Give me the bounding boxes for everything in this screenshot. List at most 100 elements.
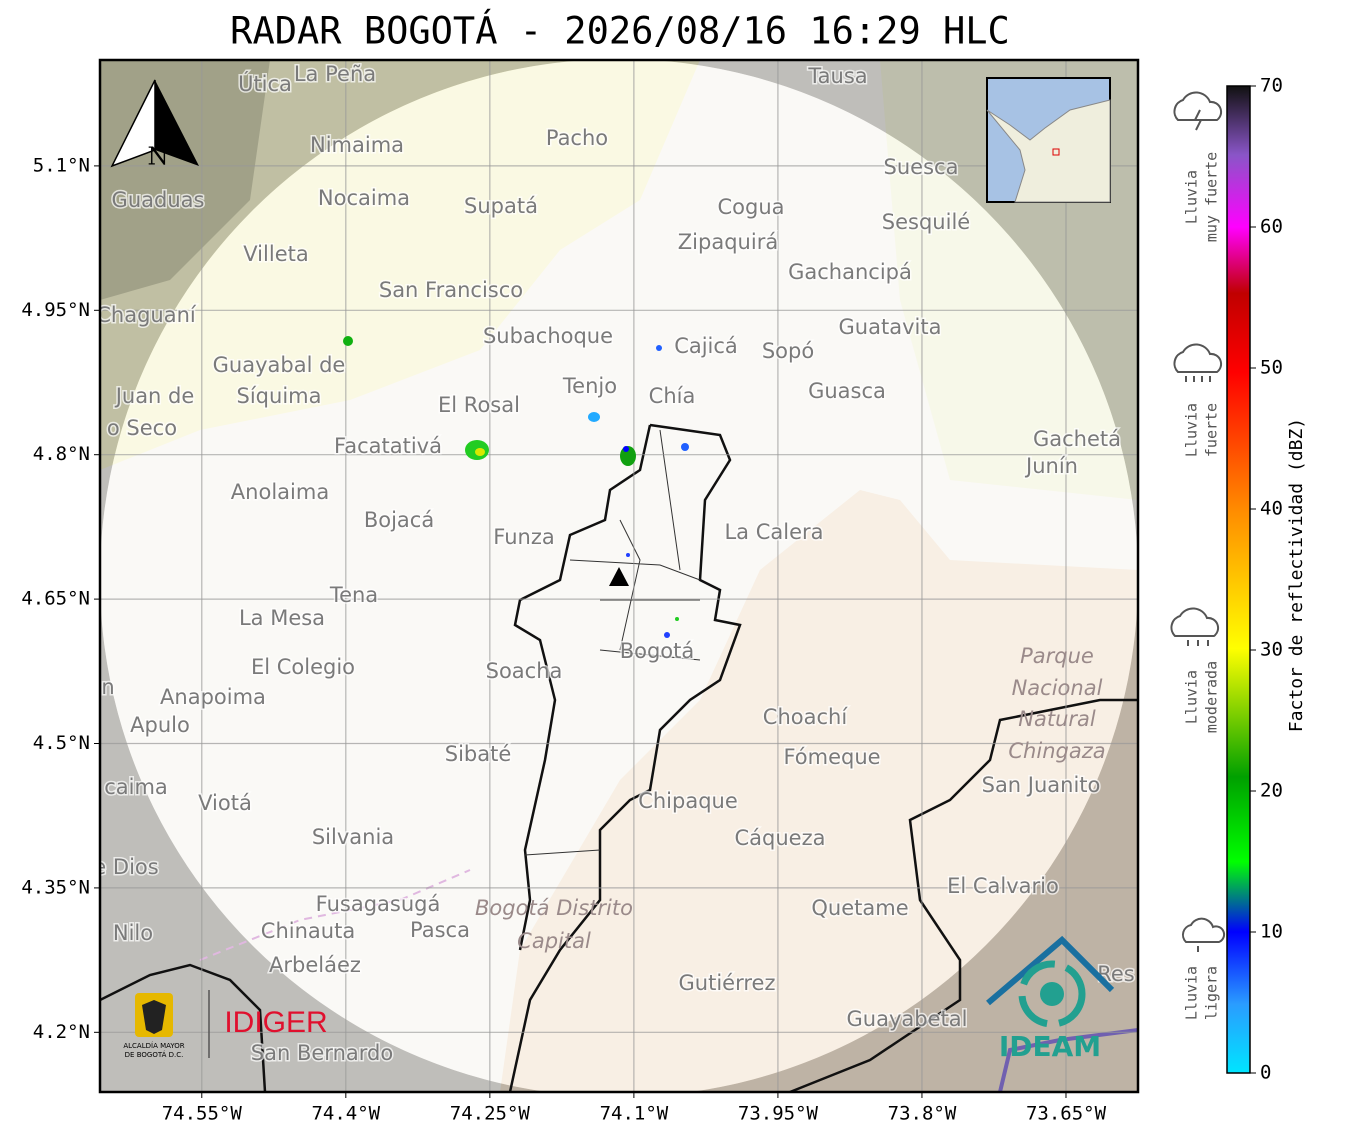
area-label: Parque (1020, 644, 1094, 668)
y-tick-label: 4.8°N (33, 443, 90, 465)
place-label: Nocaima (318, 186, 410, 210)
place-label: Cajicá (674, 334, 738, 358)
x-tick-label: 73.95°W (738, 1103, 819, 1125)
colorbar-tick-label: 20 (1260, 780, 1283, 802)
place-label: Villeta (243, 242, 308, 266)
y-tick-label: 5.1°N (33, 154, 90, 176)
map: Útica La Peña Tausa Pacho Nimaima Suesca Guadu… (100, 60, 1138, 1092)
y-tick-label: 4.2°N (33, 1021, 90, 1043)
x-tick-label: 74.25°W (450, 1103, 531, 1125)
x-tick-label: 74.4°W (311, 1103, 380, 1125)
rain-level-label: fuerte (1203, 403, 1221, 457)
colorbar-tick-label: 70 (1260, 75, 1283, 97)
place-label: Guayabal de (213, 353, 346, 377)
place-label: Viotá (198, 791, 252, 815)
place-label: Juan de (114, 384, 195, 408)
place-label: n (101, 675, 114, 699)
title: RADAR BOGOTÁ - 2026/08/16 16:29 HLC (230, 9, 1010, 53)
rain-level-label: moderada (1203, 661, 1221, 733)
rain-icons (1170, 91, 1226, 952)
colorbar (1226, 85, 1251, 1074)
place-label: Soacha (486, 659, 563, 683)
place-label: Pasca (410, 918, 470, 942)
place-label: Nimaima (310, 133, 404, 157)
x-tick-label: 73.8°W (888, 1103, 957, 1125)
y-tick-label: 4.5°N (33, 732, 90, 754)
place-label: Quetame (811, 896, 908, 920)
radar-echoes (343, 336, 689, 638)
place-label: Chipaque (638, 789, 738, 813)
inset-map (986, 77, 1111, 203)
logo-ideam-text: IDEAM (999, 1030, 1101, 1063)
place-label: Pacho (546, 126, 608, 150)
x-tick-label: 74.1°W (600, 1103, 669, 1125)
place-label: Fusagasugá (316, 892, 441, 916)
logo-alcaldia: ALCALDÍA MAYOR DE BOGOTÁ D.C. IDIGER (123, 990, 328, 1059)
place-label: Tenjo (562, 374, 617, 398)
place-label: Suesca (884, 155, 959, 179)
x-tick-label: 74.55°W (162, 1103, 243, 1125)
place-label: Bojacá (364, 508, 434, 532)
place-label: Guatavita (839, 315, 942, 339)
north-arrow: N (110, 79, 199, 171)
place-label: Guayabetal (847, 1007, 968, 1031)
place-label: Anolaima (231, 480, 329, 504)
place-label: El Rosal (438, 393, 520, 417)
place-label: Fómeque (783, 745, 880, 769)
rain-level-label: Lluvia (1183, 670, 1201, 724)
radar-site (609, 567, 629, 586)
colorbar-tick-label: 0 (1260, 1062, 1271, 1084)
place-label: caima (104, 775, 168, 799)
colorbar-tick-label: 40 (1260, 498, 1283, 520)
place-label: Facatativá (334, 434, 442, 458)
logo-text: DE BOGOTÁ D.C. (125, 1050, 184, 1059)
logo-text: ALCALDÍA MAYOR (123, 1041, 184, 1050)
logo-ideam: IDEAM (986, 935, 1115, 1063)
place-label: Junín (1024, 454, 1078, 478)
place-label: Bogotá (620, 639, 695, 663)
rain-level-label: ligera (1203, 966, 1221, 1020)
x-tick-label: 73.65°W (1026, 1103, 1107, 1125)
area-label: Nacional (1012, 676, 1103, 700)
place-label: Res (1097, 962, 1135, 986)
place-label: Apulo (130, 713, 190, 737)
place-label: Tena (329, 583, 378, 607)
place-label: Cogua (717, 195, 784, 219)
y-tick-label: 4.35°N (21, 876, 90, 898)
rain-level-label: Lluvia (1183, 966, 1201, 1020)
area-label: Bogotá Distrito (475, 896, 633, 920)
place-label: Útica (238, 71, 292, 96)
place-label: San Juanito (982, 773, 1101, 797)
place-label: Sopó (762, 339, 814, 363)
place-label: Choachí (763, 705, 849, 729)
place-label: San Francisco (379, 278, 523, 302)
place-label: Silvania (312, 825, 394, 849)
place-label: Síquima (237, 384, 322, 408)
y-tick-label: 4.65°N (21, 588, 90, 610)
map-frame (98, 58, 1140, 1094)
place-label: Arbeláez (269, 953, 361, 977)
area-label: Chingaza (1008, 739, 1105, 763)
place-label: Nilo (113, 921, 153, 945)
place-label: Sibaté (445, 742, 512, 766)
place-label: La Peña (294, 62, 376, 86)
place-label: El Calvario (947, 874, 1059, 898)
place-label: Cáqueza (735, 826, 826, 850)
place-label: Tausa (807, 64, 867, 88)
colorbar-tick-label: 30 (1260, 639, 1283, 661)
area-label: Capital (517, 929, 591, 953)
place-label: Subachoque (483, 324, 613, 348)
colorbar-tick-label: 60 (1260, 216, 1283, 238)
place-label: San Bernardo (251, 1041, 393, 1065)
place-label: La Calera (724, 520, 823, 544)
area-label: Natural (1018, 707, 1096, 731)
place-label: Sesquilé (882, 210, 970, 234)
rain-level-label: muy fuerte (1203, 152, 1221, 242)
place-label: Guaduas (112, 188, 205, 212)
place-label: Zipaquirá (678, 230, 778, 254)
rain-level-label: Lluvia (1183, 170, 1201, 224)
place-label: El Colegio (251, 655, 355, 679)
place-label: Chía (649, 384, 696, 408)
place-label: Gutiérrez (679, 971, 776, 995)
